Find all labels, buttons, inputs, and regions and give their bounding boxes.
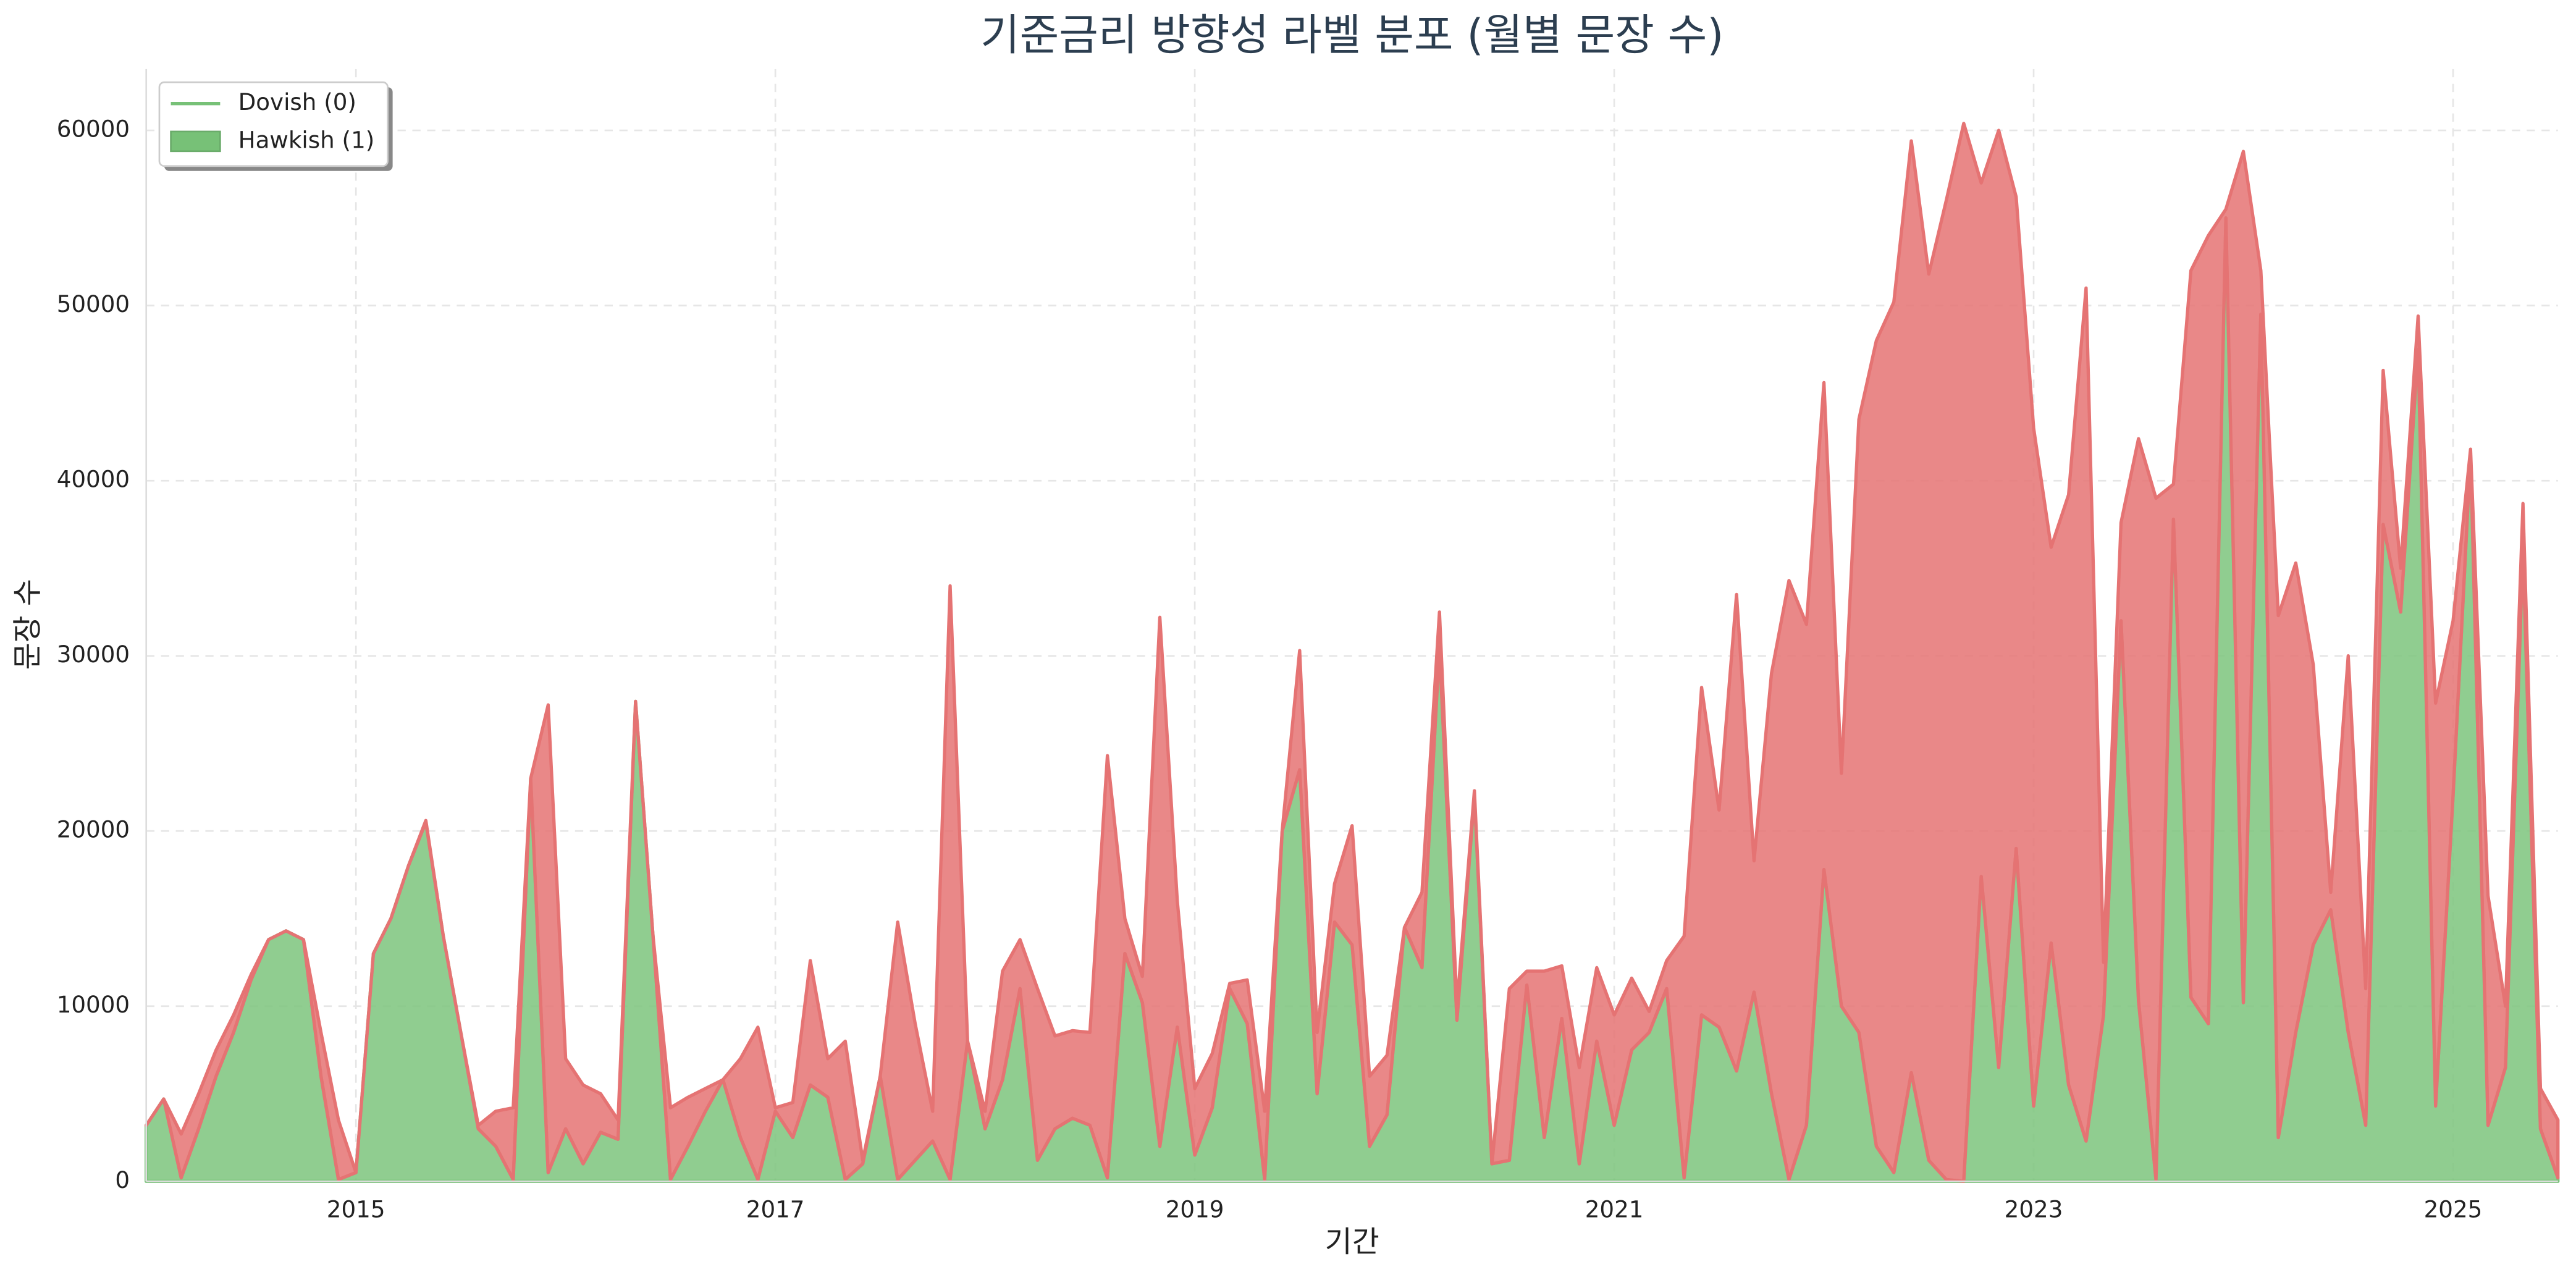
y-tick-label: 10000 (57, 991, 130, 1018)
y-tick-label: 30000 (57, 641, 130, 668)
y-tick-label: 60000 (57, 116, 130, 143)
x-tick-label: 2015 (327, 1196, 385, 1223)
y-tick-label: 40000 (57, 466, 130, 493)
x-tick-label: 2025 (2424, 1196, 2483, 1223)
y-tick-label: 50000 (57, 290, 130, 318)
area (145, 122, 2560, 1183)
y-tick-label: 0 (115, 1166, 130, 1194)
chart-title: 기준금리 방향성 라벨 분포 (월별 문장 수) (980, 11, 1724, 60)
legend: Dovish (0) Hawkish (1) (158, 81, 393, 171)
x-tick-label: 2019 (1166, 1196, 1224, 1223)
x-tick-label: 2017 (746, 1196, 805, 1223)
y-axis-label: 문장 수 (11, 579, 45, 670)
legend-label: Hawkish (1) (238, 126, 375, 153)
x-tick-label: 2021 (1585, 1196, 1644, 1223)
y-tick-label: 20000 (57, 816, 130, 843)
x-tick-label: 2023 (2005, 1196, 2063, 1223)
legend-swatch (170, 130, 221, 153)
legend-label: Dovish (0) (238, 88, 356, 116)
x-axis-label: 기간 (1325, 1225, 1379, 1259)
